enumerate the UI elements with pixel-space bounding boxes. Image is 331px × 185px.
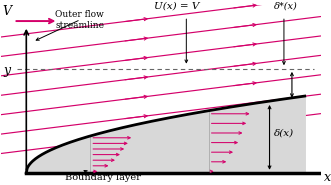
Text: y: y <box>4 64 11 77</box>
Text: δ*(x): δ*(x) <box>274 1 298 10</box>
Text: V: V <box>2 5 11 18</box>
Text: Boundary layer: Boundary layer <box>65 173 141 182</box>
Text: Outer flow
streamline: Outer flow streamline <box>55 10 104 30</box>
Text: δ(x): δ(x) <box>274 129 295 138</box>
Text: x: x <box>324 171 331 184</box>
Text: U(x) = V: U(x) = V <box>154 1 200 10</box>
